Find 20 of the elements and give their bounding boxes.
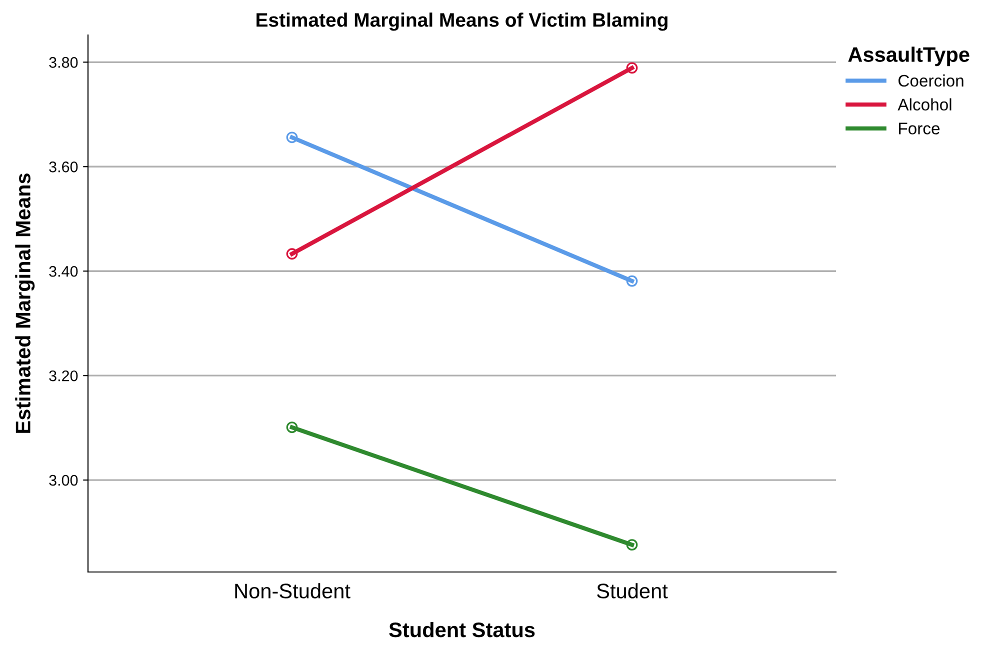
x-tick-label: Non-Student (235, 583, 350, 598)
x-tick-label: Student (597, 583, 668, 598)
point (286, 248, 298, 260)
point (626, 275, 638, 287)
y-axis-title: Estimated Marginal Means (15, 174, 35, 433)
y-tick-label: 3.00 (49, 474, 78, 486)
legend-title: AssaultType (848, 46, 970, 66)
y-tick-label: 3.40 (49, 266, 78, 277)
point (286, 422, 298, 433)
point (626, 62, 638, 74)
legend-label: Force (899, 122, 940, 134)
y-tick-label: 3.20 (49, 370, 78, 382)
point (286, 132, 298, 144)
legend-label: Coercion (898, 74, 964, 87)
y-tick-label: 3.80 (49, 57, 78, 68)
y-tick-label: 3.60 (49, 162, 78, 172)
point (626, 539, 638, 551)
chart-title: Estimated Marginal Means of Victim Blaming (256, 12, 668, 31)
x-axis-title: Student Status (389, 622, 535, 638)
legend-label: Alcohol (898, 98, 952, 111)
